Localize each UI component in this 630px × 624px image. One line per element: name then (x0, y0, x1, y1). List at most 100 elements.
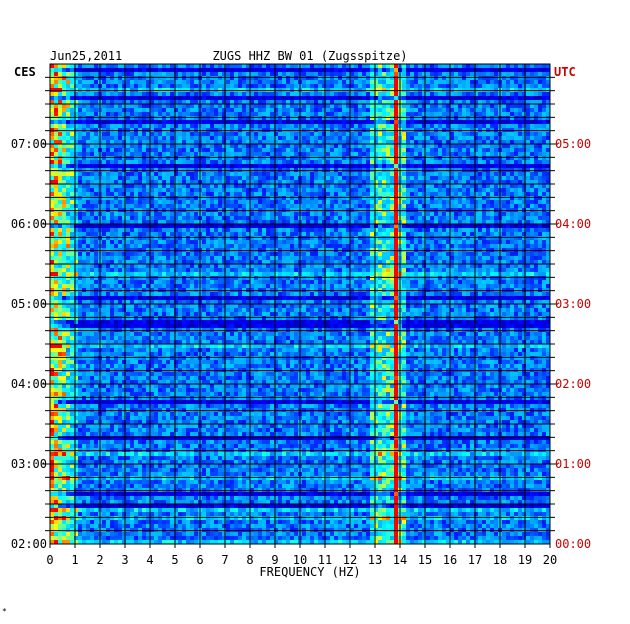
spectrogram-cell (82, 108, 87, 113)
spectrogram-cell (390, 180, 395, 185)
spectrogram-cell (414, 148, 419, 153)
spectrogram-cell (350, 156, 355, 161)
spectrogram-cell (130, 220, 135, 225)
spectrogram-cell (146, 172, 151, 177)
spectrogram-cell (422, 120, 427, 125)
spectrogram-cell (154, 176, 159, 181)
spectrogram-cell (94, 208, 99, 213)
spectrogram-cell (354, 176, 359, 181)
spectrogram-cell (190, 160, 195, 165)
spectrogram-cell (294, 76, 299, 81)
spectrogram-cell (246, 220, 251, 225)
spectrogram-cell (82, 196, 87, 201)
spectrogram-cell (246, 160, 251, 165)
spectrogram-cell (366, 116, 371, 121)
spectrogram-cell (234, 64, 239, 69)
spectrogram-cell (238, 96, 243, 101)
spectrogram-cell (502, 208, 507, 213)
spectrogram-cell (434, 132, 439, 137)
spectrogram-cell (322, 208, 327, 213)
spectrogram-cell (378, 108, 383, 113)
spectrogram-cell (158, 124, 163, 129)
spectrogram-cell (154, 116, 159, 121)
spectrogram-cell (110, 92, 115, 97)
spectrogram-cell (334, 216, 339, 221)
spectrogram-cell (390, 92, 395, 97)
spectrogram-cell (254, 180, 259, 185)
spectrogram-cell (206, 104, 211, 109)
spectrogram-cell (442, 160, 447, 165)
spectrogram-cell (62, 112, 67, 117)
spectrogram-cell (342, 104, 347, 109)
spectrogram-cell (86, 208, 91, 213)
spectrogram-cell (54, 112, 59, 117)
spectrogram-cell (90, 116, 95, 121)
spectrogram-cell (490, 208, 495, 213)
spectrogram-cell (374, 124, 379, 129)
spectrogram-cell (162, 124, 167, 129)
spectrogram-cell (218, 92, 223, 97)
spectrogram-cell (230, 120, 235, 125)
spectrogram-cell (466, 196, 471, 201)
spectrogram-cell (306, 204, 311, 209)
spectrogram-cell (350, 152, 355, 157)
spectrogram-cell (394, 124, 399, 129)
spectrogram-cell (418, 136, 423, 141)
spectrogram-cell (162, 100, 167, 105)
spectrogram-cell (142, 164, 147, 169)
spectrogram-cell (474, 128, 479, 133)
spectrogram-cell (186, 152, 191, 157)
spectrogram-cell (250, 112, 255, 117)
spectrogram-cell (534, 68, 539, 73)
spectrogram-cell (182, 176, 187, 181)
spectrogram-cell (262, 128, 267, 133)
spectrogram-cell (510, 152, 515, 157)
spectrogram-cell (258, 92, 263, 97)
spectrogram-cell (158, 164, 163, 169)
spectrogram-cell (514, 212, 519, 217)
spectrogram-cell (442, 124, 447, 129)
spectrogram-cell (474, 76, 479, 81)
spectrogram-cell (286, 68, 291, 73)
spectrogram-cell (322, 220, 327, 225)
spectrogram-cell (454, 80, 459, 85)
spectrogram-cell (410, 184, 415, 189)
spectrogram-cell (270, 64, 275, 69)
spectrogram-cell (86, 140, 91, 145)
spectrogram-cell (354, 72, 359, 77)
spectrogram-cell (538, 188, 543, 193)
spectrogram-cell (310, 200, 315, 205)
spectrogram-cell (446, 148, 451, 153)
spectrogram-cell (62, 188, 67, 193)
spectrogram-cell (158, 104, 163, 109)
spectrogram-cell (146, 128, 151, 133)
spectrogram-cell (390, 128, 395, 133)
spectrogram-cell (142, 108, 147, 113)
spectrogram-cell (242, 72, 247, 77)
spectrogram-cell (246, 188, 251, 193)
spectrogram-cell (534, 212, 539, 217)
spectrogram-cell (386, 136, 391, 141)
spectrogram-cell (90, 168, 95, 173)
spectrogram-cell (166, 92, 171, 97)
spectrogram-cell (538, 200, 543, 205)
spectrogram-cell (122, 156, 127, 161)
spectrogram-cell (94, 192, 99, 197)
spectrogram-cell (314, 116, 319, 121)
spectrogram-cell (70, 104, 75, 109)
spectrogram-cell (526, 196, 531, 201)
spectrogram-cell (450, 180, 455, 185)
spectrogram-cell (214, 128, 219, 133)
spectrogram-cell (158, 68, 163, 73)
spectrogram-cell (62, 200, 67, 205)
spectrogram-cell (494, 112, 499, 117)
spectrogram-cell (82, 140, 87, 145)
spectrogram-cell (402, 80, 407, 85)
spectrogram-cell (338, 116, 343, 121)
spectrogram-cell (446, 176, 451, 181)
spectrogram-cell (490, 76, 495, 81)
spectrogram-cell (58, 180, 63, 185)
spectrogram-cell (286, 184, 291, 189)
spectrogram-cell (78, 68, 83, 73)
spectrogram-cell (466, 220, 471, 225)
